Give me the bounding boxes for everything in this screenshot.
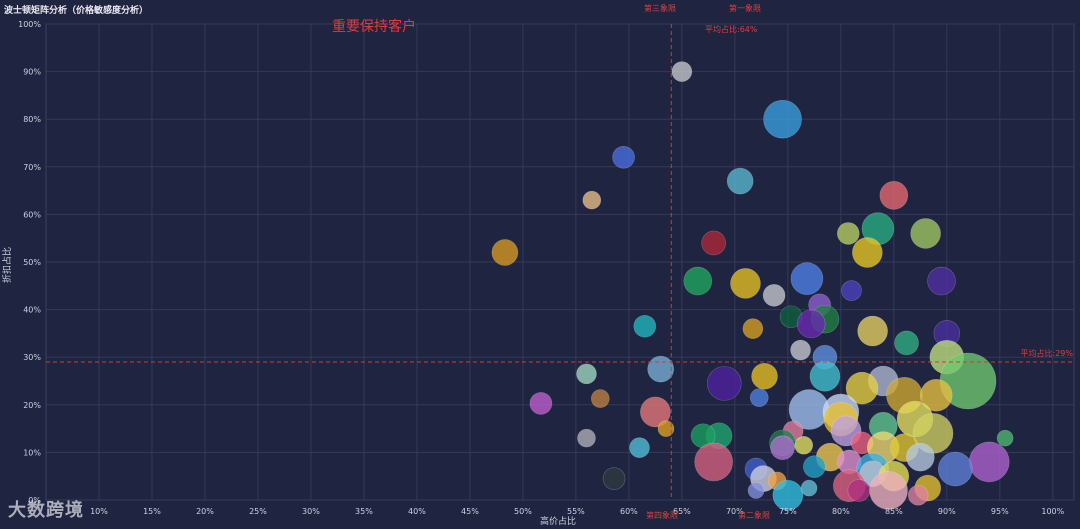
x-tick-label: 45%: [461, 507, 479, 516]
bubble-point: [790, 262, 824, 295]
bubble-point: [996, 429, 1014, 447]
y-tick-label: 50%: [23, 258, 41, 267]
bubble-point: [576, 363, 597, 385]
bubble-point: [796, 309, 826, 339]
bubble-point: [742, 318, 764, 339]
bubble-point: [590, 389, 610, 408]
bubble-point: [968, 441, 1010, 483]
grid-layer: [45, 23, 1075, 501]
bubble-point: [770, 435, 795, 460]
bubble-point: [919, 378, 953, 412]
x-tick-label: 100%: [1041, 507, 1064, 516]
bubble-point: [772, 479, 804, 511]
bubble-point: [726, 167, 754, 195]
bubble-point: [529, 392, 553, 415]
x-tick-label: 70%: [726, 507, 744, 516]
y-tick-label: 70%: [23, 163, 41, 172]
bubble-point: [847, 479, 871, 502]
bubble-point: [845, 371, 879, 405]
bubble-point: [894, 330, 919, 356]
bubble-point: [706, 366, 742, 401]
bubble-point: [836, 222, 860, 245]
y-tick-label: 90%: [23, 68, 41, 77]
x-tick-label: 40%: [408, 507, 426, 516]
x-tick-label: 60%: [620, 507, 638, 516]
y-tick-label: 80%: [23, 115, 41, 124]
x-tick-label: 75%: [779, 507, 797, 516]
bubble-point: [938, 451, 973, 487]
x-tick-label: 10%: [90, 507, 108, 516]
bubble-point: [749, 388, 769, 407]
bubble-point: [657, 420, 675, 437]
bubble-point: [751, 362, 778, 390]
y-tick-label: 20%: [23, 401, 41, 410]
x-tick-label: 55%: [567, 507, 585, 516]
tick-labels: 10% 15% 20% 25% 30% 35% 40% 45% 50% 55% 60% 65% 70% 7…: [18, 20, 1065, 516]
bubble-point: [747, 482, 765, 499]
bubble-point: [800, 479, 818, 497]
x-tick-label: 90%: [938, 507, 956, 516]
bubble-point: [809, 360, 841, 392]
x-tick-label: 65%: [673, 507, 691, 516]
x-tick-label: 20%: [196, 507, 214, 516]
bubble-point: [612, 145, 635, 169]
quadrant-label-bottom-right: 第二象限: [738, 510, 770, 520]
x-tick-label: 25%: [249, 507, 267, 516]
bubble-point: [640, 396, 671, 428]
y-axis-title: 折扣占比: [1, 247, 13, 283]
bubble-point: [869, 471, 908, 510]
x-tick-label: 15%: [143, 507, 161, 516]
bubble-point: [906, 442, 935, 472]
x-axis-title: 高价占比: [540, 515, 576, 527]
bubble-point: [647, 355, 674, 383]
x-tick-label: 35%: [355, 507, 373, 516]
chart-annotation: 重要保持客户: [332, 18, 416, 35]
y-tick-label: 100%: [18, 20, 41, 29]
bubble-point: [927, 266, 956, 296]
bubble-point: [763, 99, 802, 139]
bubble-point: [857, 315, 888, 347]
bubble-point: [841, 280, 862, 301]
quadrant-label-bottom-left: 第四象限: [646, 510, 678, 520]
bubble-point: [629, 437, 650, 458]
bubble-point: [762, 284, 786, 307]
bubble-point: [803, 455, 826, 478]
bubble-layer: [491, 61, 1014, 511]
bubble-point: [852, 237, 883, 268]
bubble-point: [910, 218, 941, 249]
y-tick-label: 10%: [23, 448, 41, 457]
watermark-logo: 大数跨境: [8, 500, 84, 521]
bubble-point: [694, 442, 733, 482]
y-tick-label: 40%: [23, 306, 41, 315]
bubble-point: [577, 428, 596, 448]
x-tick-label: 95%: [991, 507, 1009, 516]
y-tick-label: 0%: [28, 496, 41, 505]
bubble-point: [633, 314, 657, 338]
x-tick-label: 30%: [302, 507, 320, 516]
x-tick-label: 85%: [885, 507, 903, 516]
chart-title: 波士顿矩阵分析（价格敏感度分析）: [4, 6, 149, 16]
bubble-point: [683, 266, 713, 296]
avg-y-label: 平均占比:29%: [1021, 348, 1074, 358]
bubble-point: [730, 268, 761, 299]
reference-lines: [46, 24, 1074, 500]
avg-x-label: 平均占比:64%: [705, 24, 758, 34]
bubble-point: [701, 230, 726, 256]
y-tick-label: 60%: [23, 210, 41, 219]
bubble-point: [790, 339, 811, 361]
bubble-point: [602, 467, 626, 490]
y-tick-label: 30%: [23, 353, 41, 362]
bubble-point: [491, 239, 519, 266]
quadrant-label-top-right: 第一象限: [729, 3, 761, 13]
x-tick-label: 80%: [832, 507, 850, 516]
bubble-point: [582, 190, 602, 210]
bubble-point: [907, 484, 929, 506]
bubble-point: [794, 435, 814, 455]
bubble-point: [879, 181, 909, 210]
bubble-point: [671, 61, 693, 82]
x-tick-label: 50%: [514, 507, 532, 516]
quadrant-label-top-left: 第三象限: [644, 3, 676, 13]
